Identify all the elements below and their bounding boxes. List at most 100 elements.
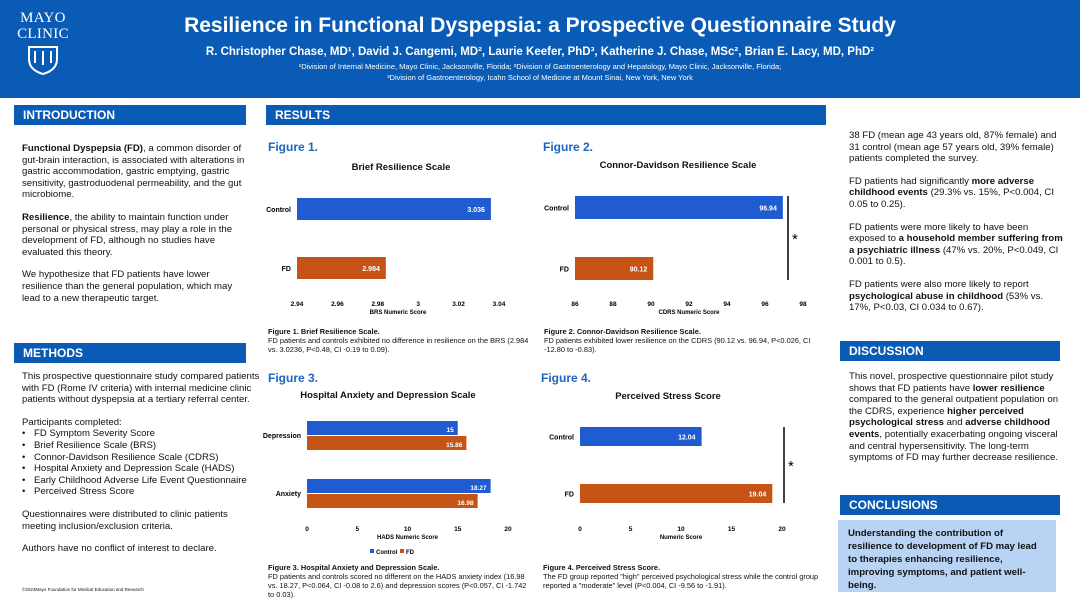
pss-chart: 0 5 10 15 20 Numeric Score Control 12.04 FD 19.04… <box>549 427 794 541</box>
x-tick-label: 2.98 <box>371 301 384 308</box>
methods-list-item: Early Childhood Adverse Life Event Quest… <box>22 475 262 487</box>
data-label: 90.12 <box>630 267 648 274</box>
significance-marker: * <box>788 458 794 475</box>
bar <box>307 421 458 435</box>
significance-marker: * <box>792 231 798 248</box>
methods-list-item: Brief Resilience Scale (BRS) <box>22 440 262 452</box>
data-label: 19.04 <box>749 492 767 499</box>
methods-list-item: FD Symptom Severity Score <box>22 428 262 440</box>
x-tick-label: 20 <box>778 526 786 533</box>
figure-4-label: Figure 4. <box>541 371 592 385</box>
x-tick-label: 20 <box>504 526 512 533</box>
bar <box>580 427 702 446</box>
results-header: RESULTS <box>266 105 826 125</box>
x-tick-label: 3 <box>416 301 420 308</box>
brs-chart: 2.94 2.96 2.98 3 3.02 3.04 BRS Numeric Score Co… <box>266 198 506 316</box>
x-tick-label: 3.04 <box>493 301 506 308</box>
figure-1-label: Figure 1. <box>268 140 319 154</box>
x-tick-label: 5 <box>629 526 633 533</box>
data-label: 15.86 <box>446 442 463 449</box>
x-tick-label: 88 <box>609 301 617 308</box>
poster-title: Resilience in Functional Dyspepsia: a Pr… <box>184 14 896 37</box>
introduction-header: INTRODUCTION <box>14 105 246 125</box>
conclusions-header: CONCLUSIONS <box>840 495 1060 515</box>
methods-list-item: Perceived Stress Score <box>22 486 262 498</box>
x-tick-label: 90 <box>647 301 655 308</box>
figure-2-label: Figure 2. <box>543 140 594 154</box>
results-text: 38 FD (mean age 43 years old, 87% female… <box>849 130 1063 314</box>
x-tick-label: 10 <box>677 526 685 533</box>
category-label: FD <box>560 267 569 274</box>
legend-entry: FD <box>406 550 415 556</box>
affiliation-line-2: ³Division of Gastroenterology, Icahn Sch… <box>387 73 693 82</box>
category-label: Control <box>266 207 291 214</box>
x-axis-label: CDRS Numeric Score <box>658 310 720 316</box>
data-label: 16.98 <box>457 500 474 507</box>
mayo-shield-icon <box>28 46 58 75</box>
bar <box>575 196 783 219</box>
legend-swatch <box>370 549 374 553</box>
bar <box>307 436 467 450</box>
methods-list-item: Hospital Anxiety and Depression Scale (H… <box>22 463 262 475</box>
bar <box>307 494 478 508</box>
data-label: 3.036 <box>467 207 485 214</box>
data-label: 15 <box>447 427 455 434</box>
figure-3-label: Figure 3. <box>268 371 319 385</box>
category-label: FD <box>282 266 291 273</box>
bar <box>297 257 386 279</box>
category-label: Depression <box>263 433 301 440</box>
figure-2-caption: Figure 2. Connor-Davidson Resilience Sca… <box>544 327 811 354</box>
x-tick-label: 5 <box>355 526 359 533</box>
poster-header: MAYO CLINIC Resilience in Functional Dys… <box>0 0 1080 98</box>
data-label: 96.94 <box>759 206 777 213</box>
x-axis-label: BRS Numeric Score <box>370 310 427 316</box>
x-tick-label: 3.02 <box>452 301 465 308</box>
x-tick-label: 0 <box>305 526 309 533</box>
category-label: Control <box>549 435 574 442</box>
figure-4-title: Perceived Stress Score <box>615 391 721 402</box>
legend-swatch <box>400 549 404 553</box>
legend-entry: Control <box>376 550 398 556</box>
x-tick-label: 92 <box>685 301 693 308</box>
methods-list: FD Symptom Severity ScoreBrief Resilienc… <box>22 428 262 498</box>
data-label: 2.984 <box>362 266 380 273</box>
methods-header: METHODS <box>14 343 246 363</box>
bar <box>297 198 491 220</box>
category-label: Control <box>544 206 569 213</box>
mayo-clinic-logo: MAYO CLINIC <box>14 10 72 75</box>
bar <box>580 484 773 503</box>
figure-1-caption: Figure 1. Brief Resilience Scale. FD pati… <box>268 327 529 354</box>
figure-4-caption: Figure 4. Perceived Stress Score. The FD … <box>543 563 819 590</box>
discussion-header: DISCUSSION <box>840 341 1060 361</box>
hads-chart: 0 5 10 15 20 HADS Numeric Score Depression 15 15… <box>263 421 512 556</box>
data-label: 18.27 <box>470 485 487 492</box>
discussion-body: This novel, prospective questionnaire pi… <box>849 371 1059 464</box>
category-label: FD <box>565 492 574 499</box>
conclusions-box: Understanding the contribution of resili… <box>838 520 1056 592</box>
methods-body: This prospective questionnaire study com… <box>22 371 262 566</box>
x-tick-label: 15 <box>728 526 736 533</box>
authors: R. Christopher Chase, MD¹, David J. Cang… <box>205 46 875 58</box>
x-tick-label: 0 <box>578 526 582 533</box>
figure-3-title: Hospital Anxiety and Depression Scale <box>300 390 476 401</box>
data-label: 12.04 <box>678 435 696 442</box>
bar <box>575 257 654 280</box>
bar <box>307 479 491 493</box>
figure-2-title: Connor-Davidson Resilience Scale <box>599 160 757 171</box>
x-tick-label: 94 <box>723 301 731 308</box>
x-tick-label: 98 <box>799 301 807 308</box>
methods-list-item: Connor-Davidson Resilience Scale (CDRS) <box>22 452 262 464</box>
x-axis-label: Numeric Score <box>660 535 703 541</box>
x-axis-label: HADS Numeric Score <box>377 535 439 541</box>
figure-3-caption: Figure 3. Hospital Anxiety and Depressio… <box>268 563 527 599</box>
cdrs-chart: 86 88 90 92 94 96 98 CDRS Numeric Score Control 9… <box>544 196 807 316</box>
category-label: Anxiety <box>276 491 301 498</box>
x-tick-label: 86 <box>571 301 579 308</box>
copyright: ©2023Mayo Foundation for Medical Educati… <box>22 587 144 592</box>
x-tick-label: 2.94 <box>291 301 304 308</box>
x-tick-label: 96 <box>761 301 769 308</box>
figure-1-title: Brief Resilience Scale <box>351 162 451 173</box>
x-tick-label: 2.96 <box>331 301 344 308</box>
affiliation-line-1: ¹Division of Internal Medicine, Mayo Cli… <box>298 62 782 71</box>
x-tick-label: 15 <box>454 526 462 533</box>
